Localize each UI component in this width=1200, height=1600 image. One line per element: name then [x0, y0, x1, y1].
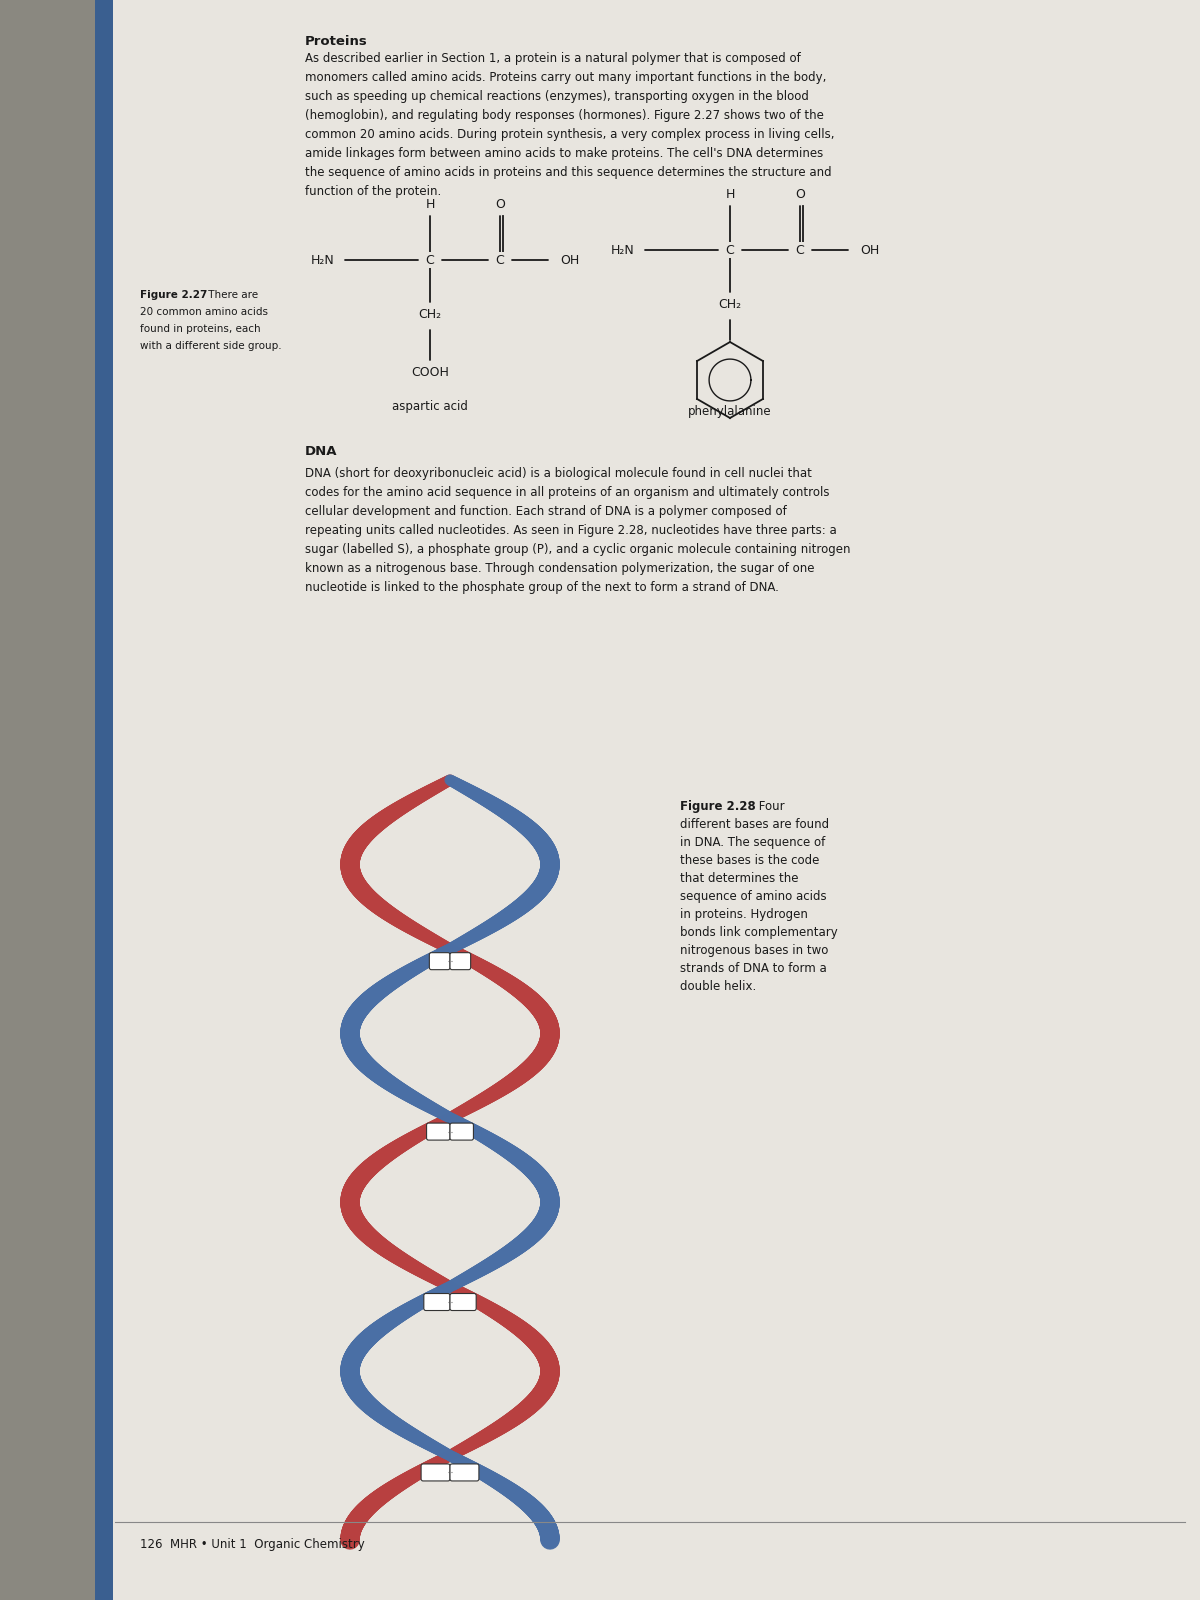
Text: codes for the amino acid sequence in all proteins of an organism and ultimately : codes for the amino acid sequence in all… — [305, 486, 829, 499]
Text: O: O — [796, 189, 805, 202]
FancyBboxPatch shape — [450, 1464, 479, 1482]
Text: C: C — [426, 253, 434, 267]
FancyBboxPatch shape — [424, 1293, 450, 1310]
Text: Figure 2.27: Figure 2.27 — [140, 290, 208, 301]
FancyBboxPatch shape — [450, 952, 470, 970]
Text: common 20 amino acids. During protein synthesis, a very complex process in livin: common 20 amino acids. During protein sy… — [305, 128, 834, 141]
Text: strands of DNA to form a: strands of DNA to form a — [680, 962, 827, 974]
Text: in proteins. Hydrogen: in proteins. Hydrogen — [680, 909, 808, 922]
Bar — [0, 0, 95, 1600]
Text: H₂N: H₂N — [311, 253, 335, 267]
Text: OH: OH — [860, 243, 880, 256]
Text: in DNA. The sequence of: in DNA. The sequence of — [680, 835, 826, 850]
Text: different bases are found: different bases are found — [680, 818, 829, 830]
Text: C: C — [496, 253, 504, 267]
Text: monomers called amino acids. Proteins carry out many important functions in the : monomers called amino acids. Proteins ca… — [305, 70, 827, 83]
Text: DNA: DNA — [305, 445, 337, 458]
Text: 126  MHR • Unit 1  Organic Chemistry: 126 MHR • Unit 1 Organic Chemistry — [140, 1538, 365, 1550]
Text: C: C — [726, 243, 734, 256]
Text: Four: Four — [755, 800, 785, 813]
FancyBboxPatch shape — [426, 1123, 450, 1141]
Text: OH: OH — [560, 253, 580, 267]
Text: phenylalanine: phenylalanine — [688, 405, 772, 418]
Bar — [95, 0, 113, 1600]
Text: Figure 2.28: Figure 2.28 — [680, 800, 756, 813]
Text: Proteins: Proteins — [305, 35, 367, 48]
Text: cellular development and function. Each strand of DNA is a polymer composed of: cellular development and function. Each … — [305, 506, 787, 518]
Text: with a different side group.: with a different side group. — [140, 341, 282, 350]
Text: such as speeding up chemical reactions (enzymes), transporting oxygen in the blo: such as speeding up chemical reactions (… — [305, 90, 809, 102]
Text: sugar (labelled S), a phosphate group (P), and a cyclic organic molecule contain: sugar (labelled S), a phosphate group (P… — [305, 542, 851, 557]
Text: DNA (short for deoxyribonucleic acid) is a biological molecule found in cell nuc: DNA (short for deoxyribonucleic acid) is… — [305, 467, 812, 480]
Text: 20 common amino acids: 20 common amino acids — [140, 307, 268, 317]
Text: CH₂: CH₂ — [719, 299, 742, 312]
FancyBboxPatch shape — [421, 1464, 450, 1482]
Text: H: H — [725, 189, 734, 202]
Text: H: H — [425, 198, 434, 211]
Text: nucleotide is linked to the phosphate group of the next to form a strand of DNA.: nucleotide is linked to the phosphate gr… — [305, 581, 779, 594]
Text: aspartic acid: aspartic acid — [392, 400, 468, 413]
Text: (hemoglobin), and regulating body responses (hormones). Figure 2.27 shows two of: (hemoglobin), and regulating body respon… — [305, 109, 824, 122]
Text: these bases is the code: these bases is the code — [680, 854, 820, 867]
FancyBboxPatch shape — [430, 952, 450, 970]
Text: CH₂: CH₂ — [419, 309, 442, 322]
FancyBboxPatch shape — [450, 1293, 476, 1310]
Text: There are: There are — [205, 290, 258, 301]
Text: sequence of amino acids: sequence of amino acids — [680, 890, 827, 902]
Text: H₂N: H₂N — [611, 243, 635, 256]
Text: found in proteins, each: found in proteins, each — [140, 323, 260, 334]
Text: nitrogenous bases in two: nitrogenous bases in two — [680, 944, 828, 957]
Text: that determines the: that determines the — [680, 872, 798, 885]
Text: bonds link complementary: bonds link complementary — [680, 926, 838, 939]
Text: the sequence of amino acids in proteins and this sequence determines the structu: the sequence of amino acids in proteins … — [305, 166, 832, 179]
Text: As described earlier in Section 1, a protein is a natural polymer that is compos: As described earlier in Section 1, a pro… — [305, 51, 800, 66]
Text: double helix.: double helix. — [680, 979, 756, 994]
Text: COOH: COOH — [412, 366, 449, 379]
Text: O: O — [496, 198, 505, 211]
Text: amide linkages form between amino acids to make proteins. The cell's DNA determi: amide linkages form between amino acids … — [305, 147, 823, 160]
Text: repeating units called nucleotides. As seen in Figure 2.28, nucleotides have thr: repeating units called nucleotides. As s… — [305, 525, 836, 538]
Text: known as a nitrogenous base. Through condensation polymerization, the sugar of o: known as a nitrogenous base. Through con… — [305, 562, 815, 574]
Text: function of the protein.: function of the protein. — [305, 186, 442, 198]
FancyBboxPatch shape — [450, 1123, 474, 1141]
Text: C: C — [796, 243, 804, 256]
